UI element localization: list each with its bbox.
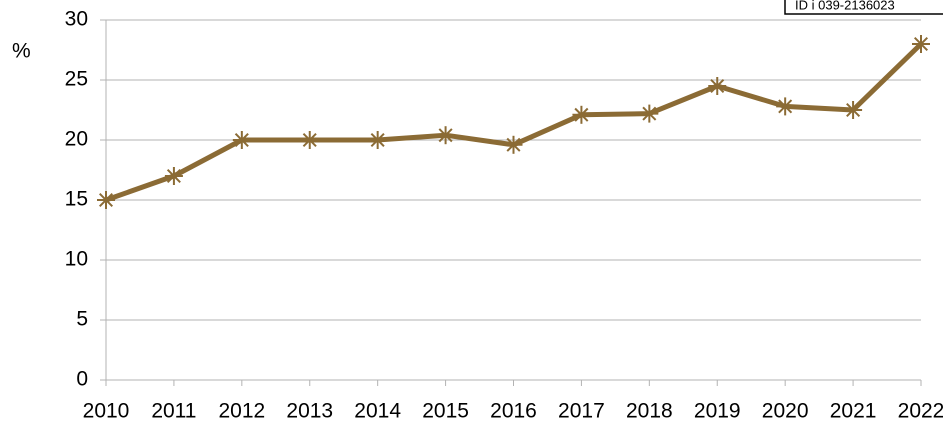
x-tick-label: 2011 <box>151 400 196 423</box>
x-tick-label: 2014 <box>354 400 401 423</box>
marker <box>776 97 795 116</box>
x-tick-label: 2013 <box>286 400 333 423</box>
x-tick-label: 2018 <box>626 400 673 423</box>
marker-stroke <box>234 132 249 148</box>
series-line <box>105 42 923 203</box>
marker <box>640 104 659 123</box>
x-tick-label: 2010 <box>83 400 130 423</box>
y-tick-label: 5 <box>76 308 88 331</box>
marker-stroke <box>778 99 793 114</box>
marker-stroke <box>642 106 657 121</box>
x-tick-label: 2017 <box>558 400 605 423</box>
x-tick-label: 2022 <box>898 400 943 423</box>
x-tick-label: 2016 <box>490 400 537 423</box>
y-tick-label: 30 <box>65 8 88 31</box>
marker <box>504 135 523 154</box>
y-tick-label: 25 <box>65 68 88 91</box>
annotation-box <box>784 0 943 15</box>
x-tick-label: 2020 <box>762 400 809 423</box>
marker <box>368 131 387 149</box>
marker-stroke <box>574 107 589 122</box>
marker-stroke <box>846 102 861 118</box>
x-tick-label: 2021 <box>830 400 877 423</box>
x-tick-label: 2012 <box>218 400 265 423</box>
x-tick-label: 2015 <box>422 400 469 423</box>
marker <box>97 191 115 209</box>
marker-stroke <box>98 192 114 208</box>
marker-stroke <box>370 132 385 148</box>
annotation: ID i 039-2136023 <box>795 0 895 12</box>
marker-stroke <box>506 137 521 152</box>
marker <box>912 35 930 53</box>
marker <box>844 101 863 119</box>
marker-stroke <box>710 78 725 94</box>
marker-stroke <box>166 168 181 184</box>
marker <box>164 167 183 185</box>
y-tick-label: 0 <box>76 368 88 391</box>
marker-stroke <box>913 36 929 52</box>
marker <box>300 131 319 149</box>
y-tick-label: 10 <box>65 248 88 271</box>
marker-stroke <box>438 128 453 143</box>
x-tick-label: 2019 <box>694 400 741 423</box>
marker-stroke <box>302 132 317 148</box>
marker <box>436 126 455 145</box>
y-tick-label: 20 <box>65 128 88 151</box>
y-axis-label: % <box>12 40 31 63</box>
marker <box>708 77 727 95</box>
marker <box>232 131 251 149</box>
marker <box>572 105 591 124</box>
y-tick-label: 15 <box>65 188 88 211</box>
